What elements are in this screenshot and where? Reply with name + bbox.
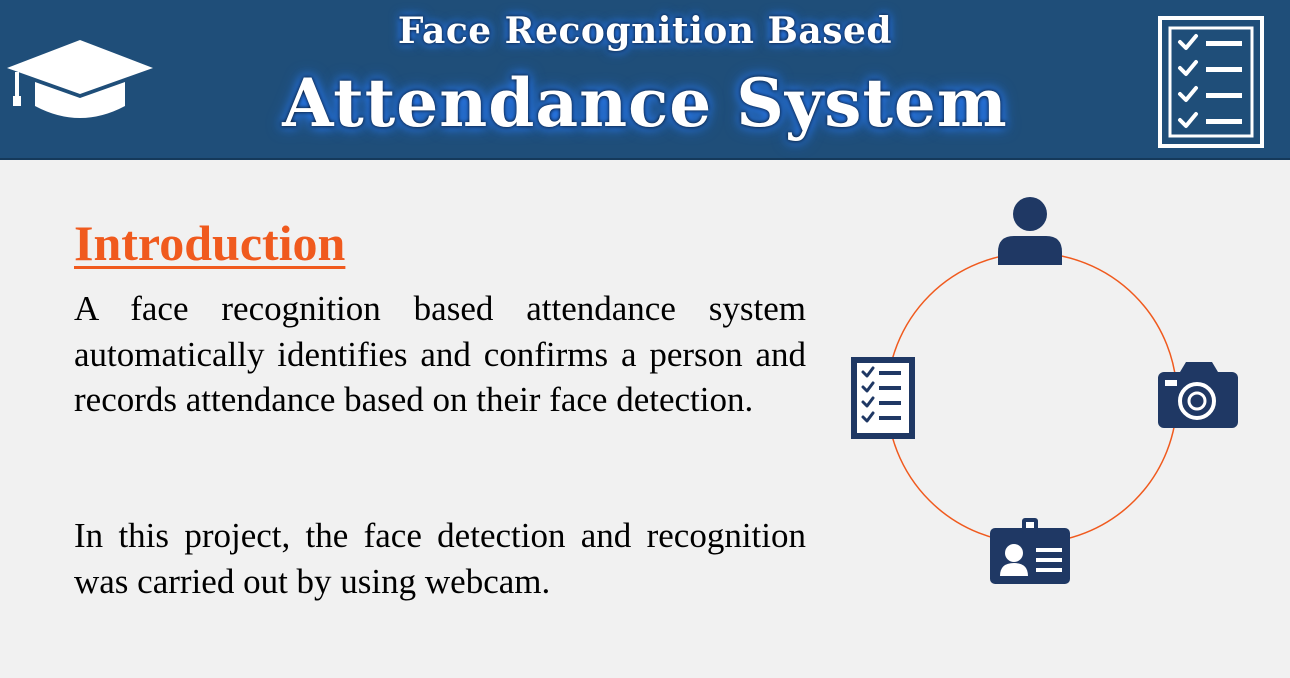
introduction-heading: Introduction [74, 215, 346, 271]
process-cycle-diagram [851, 197, 1238, 584]
banner-title: Attendance System [282, 64, 1008, 142]
graduation-cap-icon [7, 40, 153, 118]
checklist-icon [851, 357, 915, 439]
header-banner: Face Recognition Based Attendance System [0, 0, 1290, 160]
intro-paragraph-1: A face recognition based attendance syst… [74, 289, 806, 419]
checklist-icon [1158, 16, 1264, 148]
person-icon [998, 197, 1062, 265]
banner-subtitle: Face Recognition Based [397, 10, 893, 52]
id-card-icon [990, 518, 1070, 584]
camera-icon [1158, 362, 1238, 428]
cycle-ring [886, 252, 1178, 544]
intro-paragraph-2: In this project, the face detection and … [74, 516, 806, 601]
